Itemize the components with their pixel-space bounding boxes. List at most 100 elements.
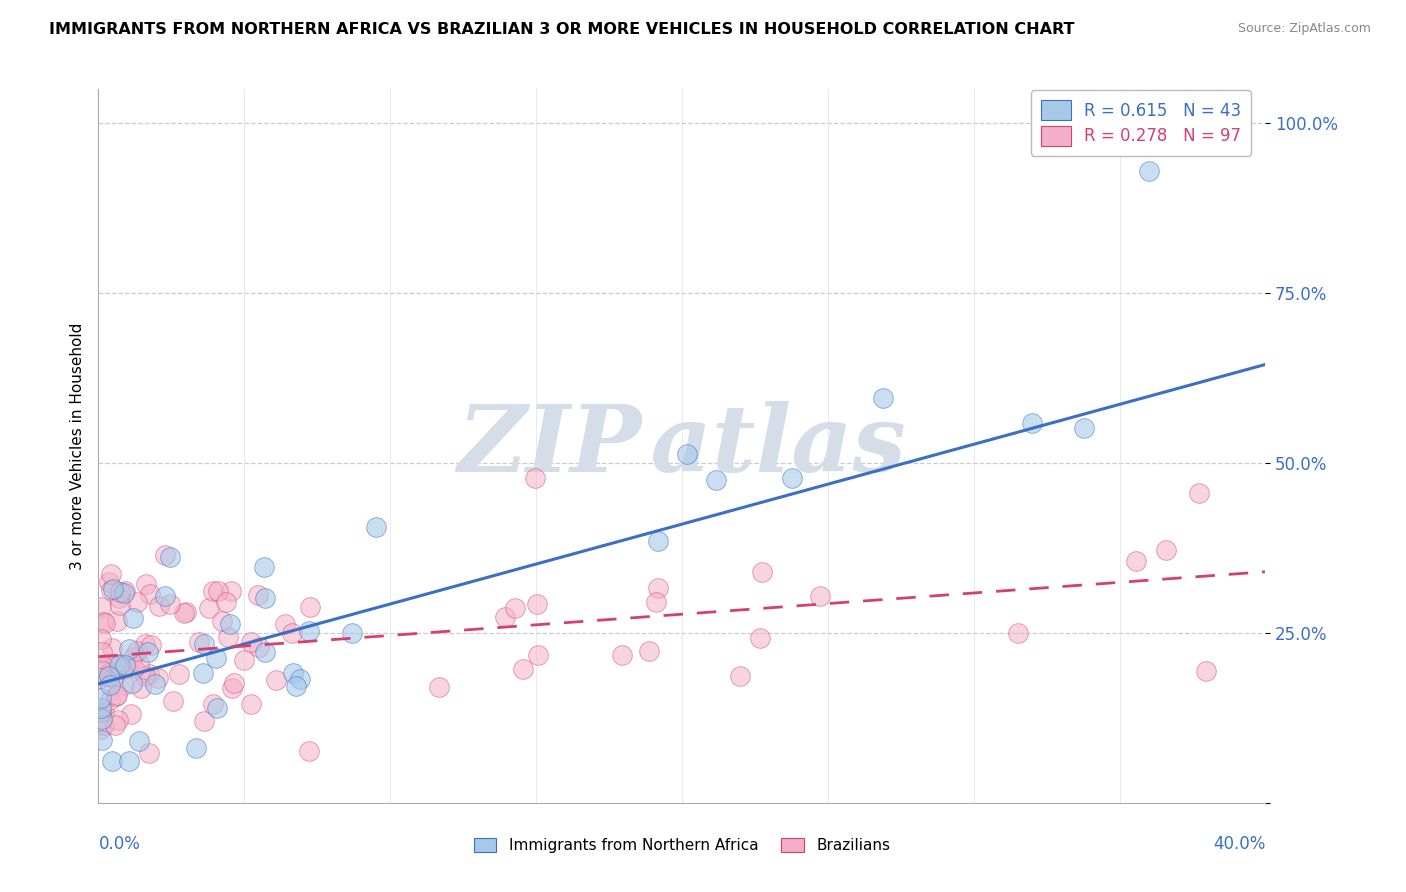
Point [90,722,112,736]
Text: 0.0%: 0.0% [98,835,141,853]
Point [704,473,727,487]
Point [134,669,156,683]
Point [100,567,122,582]
Point [169,667,191,681]
Point [105,614,128,628]
Point [159,597,181,611]
Point [637,644,659,658]
Point [298,744,321,758]
Point [115,660,138,674]
Point [101,672,124,686]
Point [101,640,124,655]
Point [159,550,181,565]
Point [274,617,297,632]
Point [134,637,156,651]
Text: IMMIGRANTS FROM NORTHERN AFRICA VS BRAZILIAN 3 OR MORE VEHICLES IN HOUSEHOLD COR: IMMIGRANTS FROM NORTHERN AFRICA VS BRAZI… [49,22,1074,37]
Point [1188,485,1211,500]
Text: Source: ZipAtlas.com: Source: ZipAtlas.com [1237,22,1371,36]
Point [108,598,131,612]
Point [780,471,803,485]
Point [1125,553,1147,567]
Point [527,648,550,663]
Point [118,755,141,769]
Point [1156,543,1178,558]
Point [239,635,262,649]
Point [283,665,305,680]
Point [872,391,894,405]
Point [127,644,149,658]
Point [285,679,308,693]
Point [494,609,516,624]
Point [122,661,145,675]
Point [610,648,633,663]
Point [108,591,131,605]
Point [100,583,122,598]
Point [139,638,162,652]
Point [221,681,243,695]
Point [107,714,129,728]
Point [1137,163,1160,178]
Point [101,755,124,769]
Point [512,662,534,676]
Point [204,651,226,665]
Point [136,645,159,659]
Point [90,712,112,726]
Point [121,676,143,690]
Point [146,671,169,685]
Point [93,669,115,683]
Point [246,588,269,602]
Point [728,669,751,683]
Point [647,581,669,595]
Point [135,577,157,591]
Point [201,697,224,711]
Legend: Immigrants from Northern Africa, Brazilians: Immigrants from Northern Africa, Brazili… [467,832,897,859]
Point [193,665,215,680]
Point [298,624,321,638]
Point [91,615,114,629]
Point [90,690,112,705]
Point [138,587,160,601]
Point [90,705,112,719]
Point [114,583,136,598]
Point [93,705,115,719]
Point [138,667,160,681]
Point [647,533,669,548]
Point [107,689,129,703]
Point [90,645,112,659]
Point [138,746,160,760]
Point [94,616,117,631]
Point [1195,664,1218,678]
Point [120,706,142,721]
Point [247,640,270,654]
Point [122,610,145,624]
Point [98,678,121,692]
Point [364,520,387,534]
Point [90,701,112,715]
Point [252,560,274,574]
Point [90,733,112,747]
Point [202,583,225,598]
Point [90,599,112,614]
Point [129,681,152,695]
Point [205,701,228,715]
Point [110,657,132,671]
Point [224,675,246,690]
Point [211,615,233,629]
Point [98,665,121,679]
Point [103,582,125,596]
Point [427,680,450,694]
Point [751,566,773,580]
Point [100,693,122,707]
Point [280,625,302,640]
Point [207,583,229,598]
Point [111,663,134,677]
Point [217,630,239,644]
Point [90,632,112,647]
Point [128,734,150,748]
Point [162,694,184,708]
Point [184,741,207,756]
Point [173,606,195,620]
Point [118,641,141,656]
Point [505,600,527,615]
Point [1073,420,1095,434]
